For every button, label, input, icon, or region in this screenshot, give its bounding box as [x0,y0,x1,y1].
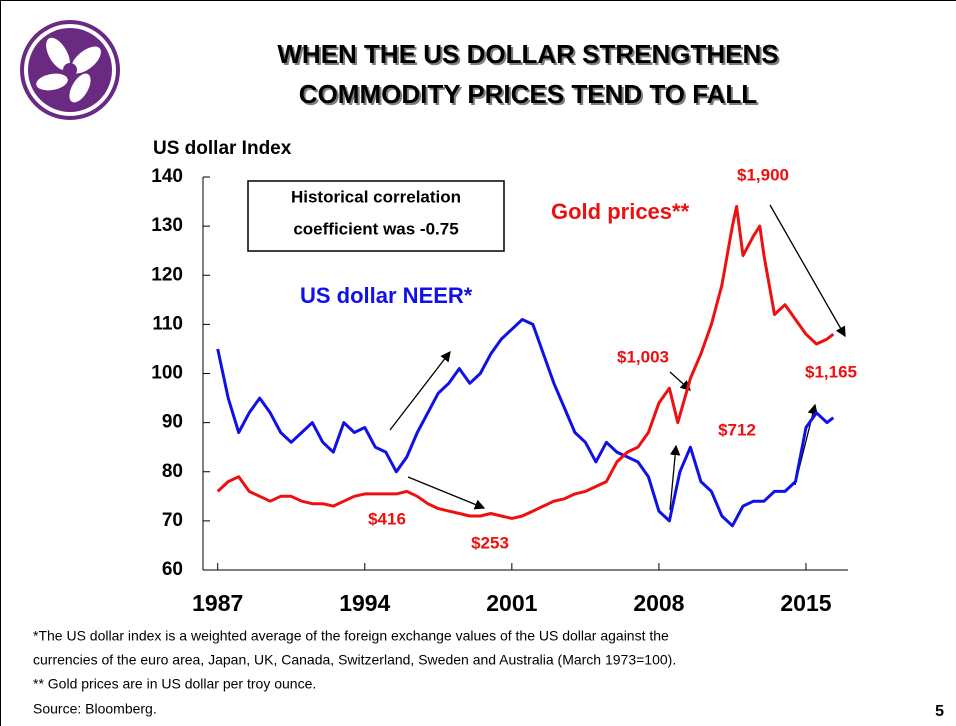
price-label: $416 [368,509,406,528]
y-axis-label: US dollar Index [153,138,292,159]
y-tick-label: 80 [162,461,183,482]
x-tick-label: 2015 [780,590,831,616]
annotation-text: coefficient was -0.75 [293,219,458,238]
source: Source: Bloomberg. [33,701,157,717]
series-label: US dollar NEER* [300,283,473,308]
x-tick-label: 2008 [633,590,684,616]
x-tick-label: 1987 [192,590,243,616]
annotation-box [247,180,505,252]
series-label: Gold prices** [551,199,690,224]
y-tick-label: 110 [152,313,183,334]
chart-title: WHEN THE US DOLLAR STRENGTHENS [277,39,778,69]
y-tick-label: 130 [151,215,183,236]
footnote: ** Gold prices are in US dollar per troy… [33,676,316,692]
price-label: $1,003 [617,347,669,366]
price-label: $712 [718,420,756,439]
y-tick-label: 140 [151,166,183,187]
price-label: $1,165 [805,362,857,381]
footnote: currencies of the euro area, Japan, UK, … [33,652,676,668]
title-shadow: COMMODITY PRICES TEND TO FALL [301,81,760,111]
y-tick-label: 120 [151,264,183,285]
price-label: $1,900 [737,165,789,184]
footnote: *The US dollar index is a weighted avera… [33,628,669,644]
series-line [216,205,835,520]
title-shadow: WHEN THE US DOLLAR STRENGTHENS [279,41,780,71]
logo [20,20,120,120]
y-tick-label: 60 [162,559,183,580]
chart-title: COMMODITY PRICES TEND TO FALL [299,79,758,109]
series-line [216,318,835,528]
price-label: $253 [471,533,509,552]
y-tick-label: 70 [162,510,183,531]
x-tick-label: 2001 [486,590,537,616]
y-tick-label: 90 [162,412,183,433]
annotation-text: Historical correlation [291,187,461,206]
y-tick-label: 100 [151,363,183,384]
page-number: 5 [935,703,944,720]
x-tick-label: 1994 [339,590,390,616]
